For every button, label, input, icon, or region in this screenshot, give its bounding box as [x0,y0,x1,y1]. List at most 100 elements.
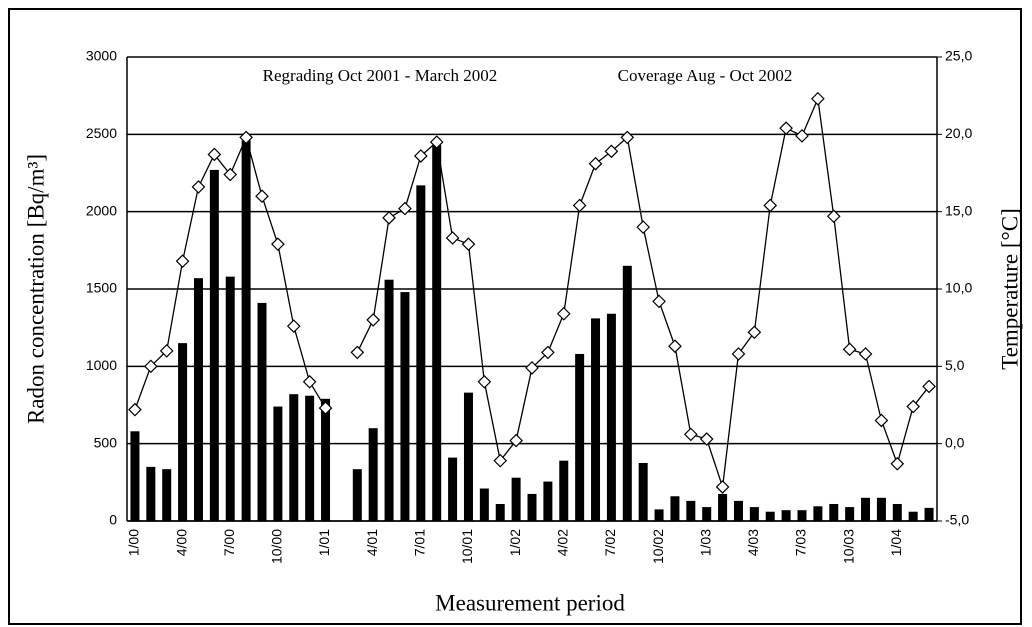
temperature-marker [255,189,269,204]
temperature-marker [811,91,825,106]
temperature-marker [858,347,873,361]
y-tick-label: 500 [94,434,118,450]
temperature-marker [382,211,396,225]
temperature-marker [556,306,571,321]
x-tick-label: 7/00 [221,529,237,556]
bar [892,503,902,521]
bar [702,507,712,521]
y-tick-label: 1000 [86,357,117,373]
bar [511,477,521,521]
bar [638,463,648,521]
x-tick-label: 4/00 [173,529,189,556]
y-tick-label: 1500 [86,280,117,296]
temperature-marker [842,342,857,357]
bar [257,302,267,521]
y-tick-label: 3000 [86,48,117,64]
bar [448,457,458,521]
bar [749,507,759,521]
bar [384,279,394,521]
temperature-marker [477,374,492,389]
bar [797,510,807,521]
y2-tick-label: 25,0 [945,48,972,64]
bar [400,292,410,521]
bar [559,460,569,521]
temperature-marker [763,198,778,213]
y2-tick-label: 5,0 [945,357,965,373]
x-tick-label: 1/02 [507,529,523,556]
temperature-marker [143,359,158,374]
bar [289,394,299,521]
bar [543,481,553,521]
frame [8,8,1022,625]
y-tick-label: 0 [109,512,117,528]
y-tick-label: 2000 [86,202,117,218]
bar [162,469,172,521]
x-tick-label: 1/03 [697,529,713,556]
temperature-marker [302,374,317,389]
x-tick-label: 4/01 [364,529,380,556]
x-tick-label: 7/02 [602,529,618,556]
temperature-marker [636,220,651,234]
temperature-marker [286,319,301,333]
x-tick-label: 1/01 [316,529,332,556]
temperature-marker [890,456,905,471]
bar [130,431,140,521]
temperature-marker [413,149,428,163]
x-tick-label: 10/01 [459,529,475,564]
bar [273,406,283,521]
y2-tick-label: -5,0 [945,512,969,528]
bar [829,503,839,521]
temperature-marker [779,121,793,135]
bar [527,493,537,521]
x-tick-label: 7/03 [793,529,809,556]
bar [416,185,426,521]
temperature-marker [699,432,714,446]
y2-axis-label: Temperature [°C] [997,208,1022,369]
temperature-marker [652,294,666,309]
temperature-marker [731,347,746,361]
temperature-marker [715,480,730,494]
y-tick-label: 2500 [86,125,117,141]
bar [479,488,489,521]
temperature-marker [874,413,889,428]
bar [876,497,886,521]
temperature-marker [318,401,333,415]
temperature-line [134,96,930,488]
annotation: Coverage Aug - Oct 2002 [618,66,793,85]
bar [463,392,473,521]
bar [686,500,696,521]
bar [241,140,251,521]
bar [908,511,918,521]
temperature-marker [461,237,476,251]
temperature-marker [922,379,936,394]
x-tick-label: 10/02 [650,529,666,564]
bar [606,313,616,521]
temperature-marker [207,147,222,162]
temperature-marker [191,180,206,194]
bar [622,265,632,521]
bar [368,428,378,521]
bar [432,145,442,521]
temperature-marker [175,254,190,269]
y2-tick-label: 0,0 [945,434,965,450]
temperature-marker [445,231,460,245]
bar [193,278,203,521]
temperature-marker [588,156,603,171]
bar [733,500,743,521]
bar [765,511,775,521]
bar [591,318,601,521]
temperature-marker [493,453,508,468]
bar [146,466,156,521]
bar [321,398,331,521]
temperature-marker [572,198,587,213]
bar [495,503,505,521]
temperature-marker [668,339,682,354]
temperature-marker [683,427,698,442]
temperature-marker [429,135,444,149]
x-tick-label: 10/03 [840,529,856,564]
bar [861,497,871,521]
bar [178,343,188,521]
temperature-marker [604,144,619,159]
x-tick-label: 4/03 [745,529,761,556]
temperature-marker [826,209,841,224]
